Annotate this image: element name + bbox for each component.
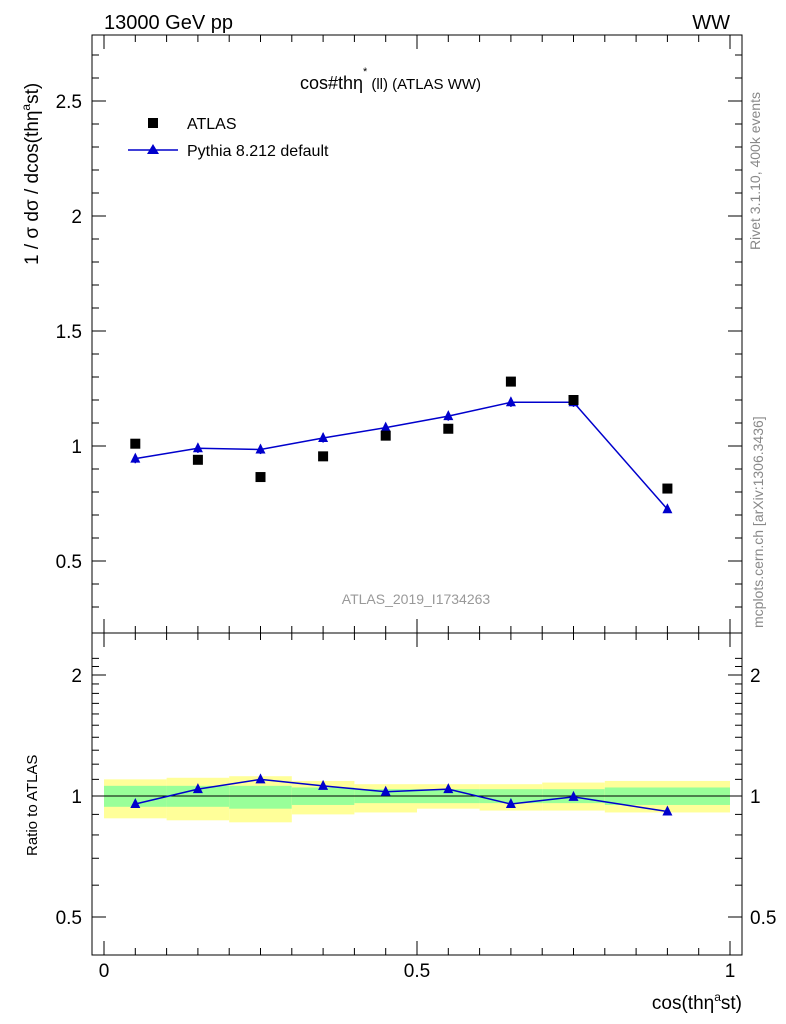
legend-marker-pythia: [147, 144, 159, 154]
ratio-ytick-label-right: 1: [750, 787, 761, 808]
x-axis-label: cos(thηast): [652, 990, 742, 1014]
main-ytick-label: 2.5: [56, 92, 82, 113]
main-x-ticks: [103, 35, 731, 633]
x-tick-label: 0: [99, 961, 110, 982]
rivet-label: Rivet 3.1.10, 400k events: [747, 92, 763, 250]
pythia-point: [380, 421, 391, 432]
main-ylabel-a: 1 / σ dσ / dcos(thη: [22, 111, 43, 265]
xlabel-sup: a: [714, 990, 721, 1004]
atlas-point: [255, 472, 266, 483]
legend: ATLAS Pythia 8.212 default: [128, 116, 329, 160]
pythia-line: [135, 401, 668, 510]
main-ylabel-b: st): [22, 83, 43, 104]
ratio-ytick-label: 1: [71, 787, 82, 808]
ratio-panel: 0.5 0.51 12 2 0 0.5 1 Ratio to ATLAS cos(thηa…: [24, 632, 776, 1014]
main-title-rest: (ll) (ATLAS WW): [371, 76, 481, 93]
main-data-layer: [130, 376, 673, 514]
main-panel: 0.5 1 1.5 2 2.5 cos#thη*(ll) (ATLAS WW) 1 / …: [19, 34, 743, 634]
atlas-point: [192, 454, 203, 465]
ratio-pythia-point: [255, 773, 266, 784]
ratio-y-ticks: 0.5 0.5 1 1 2 2: [56, 657, 776, 929]
legend-label-pythia: Pythia 8.212 default: [187, 143, 329, 160]
ratio-pythia-point: [568, 790, 579, 801]
main-ytick-label: 2: [71, 207, 82, 228]
ratio-pythia-point: [505, 798, 516, 809]
xlabel-a: cos(thη: [652, 993, 714, 1014]
main-ylabel-sup: a: [19, 104, 33, 111]
pythia-point: [443, 410, 454, 421]
ratio-y-axis-label: Ratio to ATLAS: [24, 755, 41, 856]
legend-label-atlas: ATLAS: [187, 116, 237, 133]
ratio-bands: [104, 776, 730, 823]
atlas-point: [568, 395, 579, 405]
legend-marker-atlas: [148, 118, 158, 128]
atlas-point: [443, 423, 454, 434]
pythia-point: [318, 431, 329, 442]
pythia-point: [192, 442, 203, 453]
ratio-pythia-point: [318, 779, 329, 790]
ratio-ytick-label-right: 2: [750, 666, 761, 687]
atlas-point: [662, 483, 673, 494]
analysis-watermark: ATLAS_2019_I1734263: [342, 591, 491, 607]
ratio-ytick-label: 2: [71, 666, 82, 687]
main-title-sup: *: [363, 66, 368, 78]
x-tick-label: 0.5: [404, 961, 430, 982]
ratio-band-green: [229, 785, 292, 809]
main-ytick-label: 0.5: [56, 552, 82, 573]
main-y-axis-label: 1 / σ dσ / dcos(thηast): [19, 83, 43, 265]
atlas-point: [380, 430, 391, 441]
header-left: 13000 GeV pp: [104, 12, 233, 34]
main-title: cos#thη*(ll) (ATLAS WW): [300, 66, 481, 93]
ratio-ytick-label: 0.5: [56, 908, 82, 929]
x-tick-label: 1: [725, 961, 736, 982]
header-right: WW: [692, 12, 730, 34]
ratio-ytick-label-right: 0.5: [750, 908, 776, 929]
atlas-point: [505, 376, 516, 387]
ratio-data-layer: [130, 773, 673, 816]
ratio-pythia-point: [380, 785, 391, 796]
ratio-pythia-point: [662, 805, 673, 816]
pythia-point: [130, 452, 141, 463]
main-ytick-label: 1: [71, 437, 82, 458]
main-ytick-label: 1.5: [56, 322, 82, 343]
xlabel-b: st): [721, 993, 742, 1014]
ratio-pythia-point: [443, 783, 454, 794]
main-y-ticks: 0.5 1 1.5 2 2.5: [56, 54, 742, 608]
ratio-x-ticks: 0 0.5 1: [99, 633, 736, 982]
mcplots-label: mcplots.cern.ch [arXiv:1306.3436]: [750, 416, 766, 628]
main-title-text: cos#thη: [300, 73, 363, 93]
pythia-point: [505, 396, 516, 407]
pythia-point: [255, 443, 266, 454]
atlas-point: [130, 438, 141, 449]
ratio-pythia-point: [192, 783, 203, 794]
atlas-point: [318, 451, 329, 462]
ratio-pythia-point: [130, 798, 141, 809]
pythia-point: [662, 503, 673, 514]
